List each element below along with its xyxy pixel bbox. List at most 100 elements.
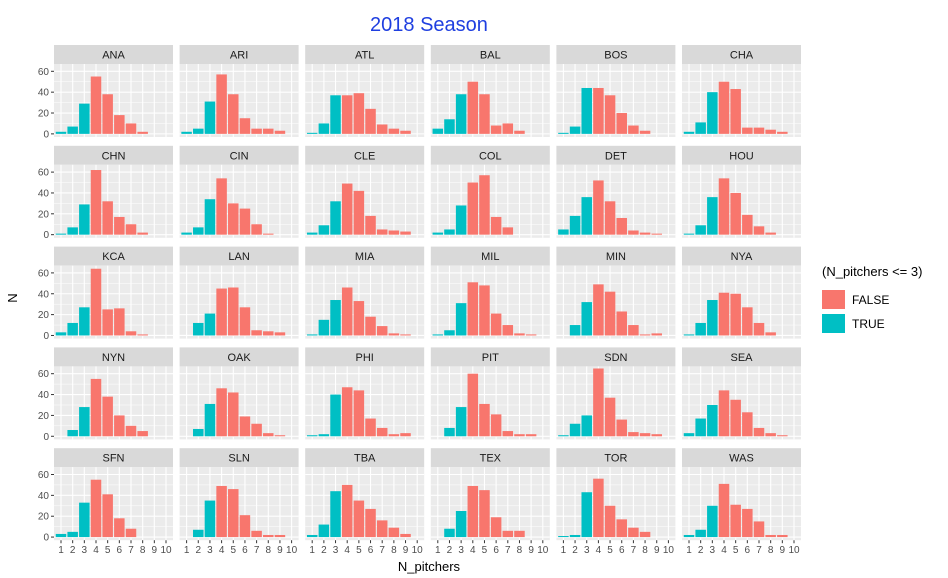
facet-strip-label: PIT bbox=[482, 352, 499, 364]
bar-tex-2 bbox=[444, 528, 455, 538]
panel-background bbox=[54, 467, 173, 541]
bar-kca-8 bbox=[137, 334, 148, 336]
bar-cin-1 bbox=[181, 232, 192, 235]
bar-oak-2 bbox=[193, 428, 204, 437]
facet-strip-label: SDN bbox=[604, 352, 627, 364]
bar-hou-6 bbox=[742, 214, 753, 235]
panel-background bbox=[430, 366, 550, 440]
x-tick-label: 8 bbox=[140, 545, 146, 556]
bar-bos-5 bbox=[604, 95, 616, 134]
x-tick-label: 8 bbox=[517, 545, 523, 556]
facet-strip bbox=[54, 45, 173, 64]
bar-was-6 bbox=[742, 508, 753, 538]
bar-atl-6 bbox=[365, 108, 376, 134]
bar-oak-7 bbox=[251, 423, 262, 437]
bar-tba-5 bbox=[353, 500, 365, 538]
bar-nya-7 bbox=[753, 322, 765, 336]
bar-sdn-3 bbox=[581, 415, 592, 437]
x-tick-label: 7 bbox=[505, 545, 511, 556]
bar-kca-6 bbox=[114, 308, 125, 336]
y-tick-label: 40 bbox=[38, 289, 50, 300]
facet-panel-chn: CHN 0 20 40 60 bbox=[38, 145, 173, 241]
bar-pit-5 bbox=[479, 403, 490, 437]
bar-cha-4 bbox=[718, 81, 730, 134]
bar-sln-4 bbox=[216, 485, 227, 538]
y-tick-label: 40 bbox=[38, 88, 50, 99]
bar-phi-3 bbox=[330, 394, 341, 437]
bar-tba-6 bbox=[365, 508, 376, 538]
bar-mil-2 bbox=[444, 330, 455, 336]
bar-sln-2 bbox=[193, 529, 204, 538]
bar-cle-3 bbox=[330, 201, 341, 235]
bar-mia-9 bbox=[400, 334, 411, 336]
bar-pit-7 bbox=[502, 431, 514, 437]
bar-sea-9 bbox=[777, 435, 788, 437]
bar-oak-9 bbox=[274, 435, 286, 437]
bar-det-2 bbox=[569, 215, 581, 235]
bar-sfn-3 bbox=[79, 502, 90, 538]
bar-ari-9 bbox=[274, 130, 286, 134]
bar-sfn-6 bbox=[114, 518, 125, 538]
bar-ana-8 bbox=[137, 131, 148, 134]
bar-det-3 bbox=[581, 197, 592, 235]
bar-chn-4 bbox=[90, 170, 102, 235]
bar-hou-3 bbox=[707, 197, 718, 235]
x-tick-label: 3 bbox=[82, 545, 88, 556]
bar-bal-2 bbox=[444, 119, 455, 134]
bar-oak-6 bbox=[239, 416, 251, 437]
bar-sdn-5 bbox=[604, 397, 616, 437]
x-tick-label: 7 bbox=[631, 545, 637, 556]
bar-sfn-2 bbox=[67, 531, 78, 538]
x-tick-label: 10 bbox=[412, 545, 424, 556]
bar-atl-4 bbox=[341, 95, 353, 134]
bar-tba-3 bbox=[330, 491, 341, 538]
bar-cle-9 bbox=[400, 231, 411, 235]
bar-cle-7 bbox=[376, 229, 388, 235]
bar-tba-7 bbox=[376, 520, 388, 538]
facet-strip-label: KCA bbox=[102, 251, 125, 263]
bar-tex-8 bbox=[514, 530, 525, 538]
bar-cle-1 bbox=[306, 232, 318, 235]
bar-kca-2 bbox=[67, 322, 78, 336]
x-tick-label: 8 bbox=[768, 545, 774, 556]
y-axis-title: N bbox=[5, 293, 20, 302]
bar-cha-8 bbox=[765, 129, 776, 134]
bar-tor-4 bbox=[593, 478, 604, 538]
bar-phi-6 bbox=[365, 418, 376, 437]
bar-atl-3 bbox=[330, 95, 341, 134]
bar-cha-7 bbox=[753, 127, 765, 134]
panel-background bbox=[54, 64, 173, 137]
y-tick-label: 60 bbox=[38, 168, 50, 179]
x-tick-label: 7 bbox=[128, 545, 134, 556]
facet-strip-label: MIN bbox=[606, 251, 626, 263]
bar-ana-2 bbox=[67, 126, 78, 134]
bar-chn-7 bbox=[125, 224, 137, 235]
x-tick-label: 1 bbox=[435, 545, 441, 556]
bar-nyn-4 bbox=[90, 378, 102, 437]
facet-strip-label: CHN bbox=[102, 150, 126, 162]
bar-mia-6 bbox=[365, 316, 376, 336]
bar-cha-1 bbox=[683, 131, 695, 134]
facet-panel-oak: OAK bbox=[179, 347, 299, 440]
x-tick-label: 4 bbox=[344, 545, 350, 556]
bar-min-6 bbox=[616, 311, 627, 336]
bar-col-6 bbox=[490, 216, 502, 235]
x-tick-label: 2 bbox=[447, 545, 453, 556]
bar-min-7 bbox=[628, 325, 639, 336]
x-tick-label: 6 bbox=[493, 545, 499, 556]
x-tick-label: 10 bbox=[286, 545, 298, 556]
x-tick-label: 6 bbox=[368, 545, 374, 556]
facet-strip-label: DET bbox=[605, 150, 627, 162]
y-tick-label: 0 bbox=[43, 533, 49, 544]
bar-chn-6 bbox=[114, 216, 125, 235]
y-tick-label: 20 bbox=[38, 109, 50, 120]
x-tick-label: 1 bbox=[561, 545, 567, 556]
x-tick-label: 7 bbox=[254, 545, 260, 556]
bar-cle-6 bbox=[365, 215, 376, 235]
bar-chn-5 bbox=[102, 201, 113, 235]
bar-mia-4 bbox=[341, 287, 353, 336]
bar-was-3 bbox=[707, 505, 718, 538]
facet-strip-label: LAN bbox=[228, 251, 249, 263]
bar-tor-7 bbox=[628, 527, 639, 538]
bar-sdn-1 bbox=[558, 435, 569, 437]
